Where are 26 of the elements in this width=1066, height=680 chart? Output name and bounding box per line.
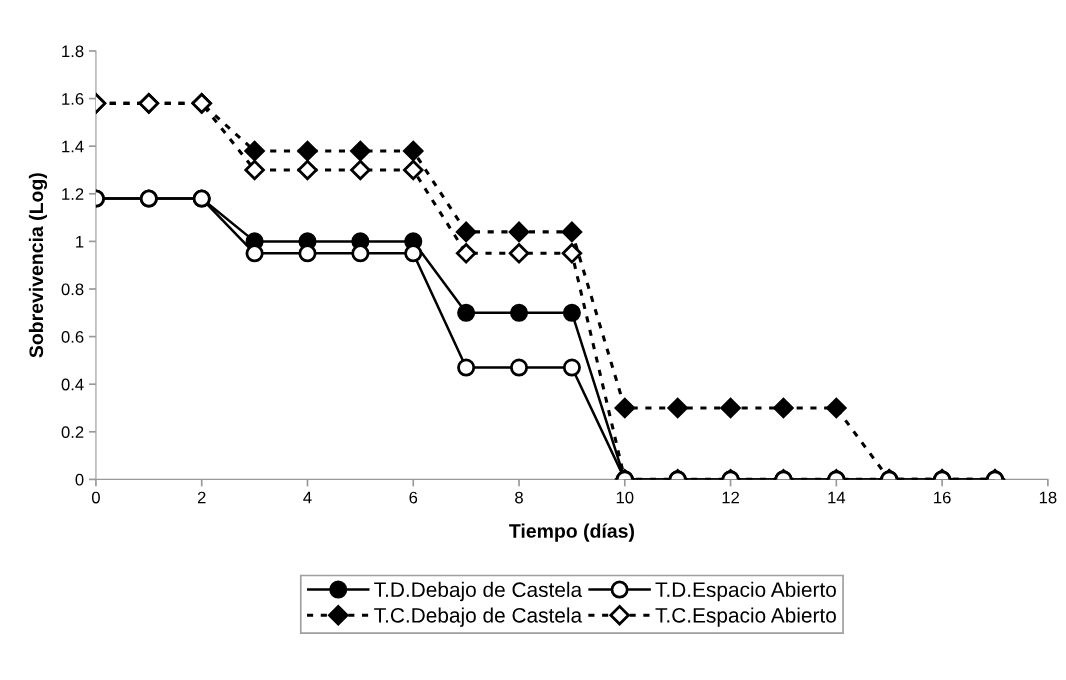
x-tick-label: 18: [1039, 491, 1057, 504]
x-axis-title: Tiempo (días): [509, 523, 634, 542]
y-axis-title: Sobrevivencia (Log): [28, 173, 48, 358]
y-tick-label: 1.4: [62, 140, 84, 153]
x-tick-label: 16: [934, 491, 951, 504]
legend-label: T.C.Espacio Abierto: [655, 607, 836, 627]
legend-label: T.D.Debajo de Castela: [374, 581, 583, 602]
y-tick-label: 0.2: [61, 426, 84, 438]
y-tick-label: 0.6: [61, 331, 84, 343]
x-tick-label: 8: [515, 491, 523, 504]
x-tick-label: 4: [303, 491, 312, 504]
y-tick-label: 0: [75, 473, 84, 486]
legend-label: T.D.Espacio Abierto: [655, 581, 836, 602]
y-tick-label: 0.4: [61, 378, 84, 391]
x-tick-label: 6: [409, 491, 418, 504]
y-tick-label: 1: [76, 235, 84, 248]
y-tick-label: 0.8: [61, 283, 84, 296]
y-tick-label: 1.2: [62, 188, 84, 200]
y-tick-label: 1.6: [62, 93, 84, 105]
x-tick-label: 12: [722, 491, 739, 504]
legend-label: T.C.Debajo de Castela: [374, 607, 583, 627]
x-tick-label: 14: [828, 491, 846, 504]
x-tick-label: 2: [197, 491, 206, 504]
x-tick-label: 10: [616, 491, 634, 504]
x-tick-label: 0: [91, 491, 100, 504]
y-tick-label: 1.8: [62, 45, 84, 58]
